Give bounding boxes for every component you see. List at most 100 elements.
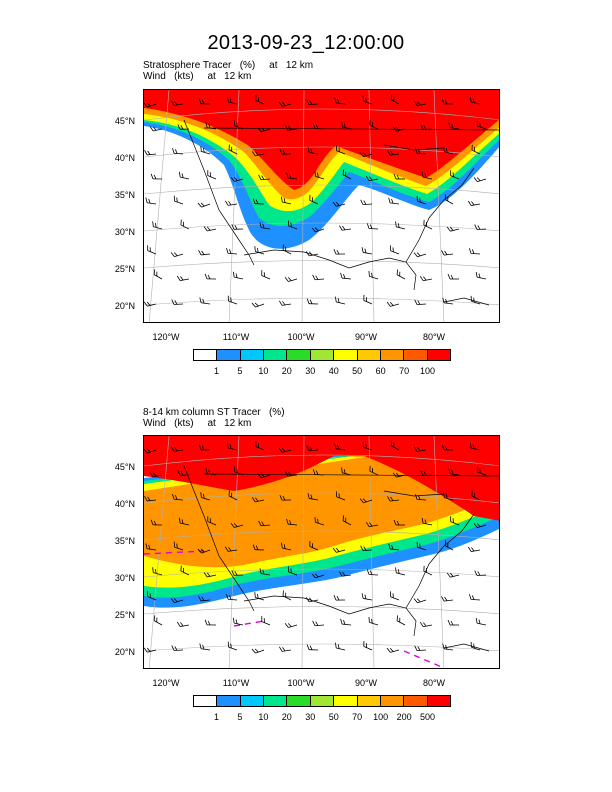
wind-barb xyxy=(362,441,373,451)
wind-barb xyxy=(396,269,406,280)
wind-barb xyxy=(387,150,400,156)
lon-label: 90°W xyxy=(354,678,378,688)
wind-barb xyxy=(312,620,325,627)
wind-barb xyxy=(259,222,271,230)
wind-barb xyxy=(392,126,406,132)
wind-barb xyxy=(471,144,481,155)
wind-barb xyxy=(366,223,379,230)
wind-barb xyxy=(414,494,427,501)
wind-barb xyxy=(421,517,433,526)
lat-label: 40°N xyxy=(114,499,135,509)
wind-barb xyxy=(416,195,427,205)
panel2-title: 8-14 km column ST Tracer (%) xyxy=(143,407,285,418)
wind-barb xyxy=(471,490,481,501)
wind-barb xyxy=(254,592,265,601)
wind-barb xyxy=(390,440,400,451)
wind-barb xyxy=(441,596,454,602)
colorbar-label: 100 xyxy=(373,712,389,722)
tracer-field-high xyxy=(144,436,499,491)
wind-barb xyxy=(178,171,190,180)
wind-barb xyxy=(177,124,190,130)
figure-title: 2013-09-23_12:00:00 xyxy=(207,32,405,54)
wind-barb xyxy=(392,472,406,478)
wind-barb xyxy=(152,567,163,576)
wind-barb xyxy=(342,169,352,180)
wind-barb xyxy=(231,570,244,576)
panel2-map-canvas xyxy=(144,436,499,668)
wind-barb xyxy=(368,270,379,280)
wind-barb xyxy=(441,250,454,256)
wind-barb xyxy=(413,446,427,452)
wind-barb xyxy=(286,172,298,180)
wind-barb xyxy=(366,569,379,576)
wind-barb xyxy=(386,301,400,307)
wind-barb xyxy=(255,440,265,451)
wind-barb xyxy=(474,224,487,230)
wind-barb xyxy=(232,271,244,280)
colorbar-box xyxy=(334,696,358,706)
colorbar-box xyxy=(334,350,358,360)
lon-label: 110°W xyxy=(222,332,250,342)
wind-barb xyxy=(200,492,211,501)
wind-barb xyxy=(423,565,433,576)
lon-label: 90°W xyxy=(354,332,378,342)
colorbar-box xyxy=(404,696,428,706)
wind-barb xyxy=(307,493,319,501)
wind-barb xyxy=(144,149,157,156)
wind-barb xyxy=(339,225,352,231)
panel2-subtitle: Wind (kts) at 12 km xyxy=(143,418,252,429)
wind-barb xyxy=(467,200,481,206)
colorbar-label: 50 xyxy=(352,366,363,376)
wind-barb xyxy=(227,96,238,105)
wind-barb xyxy=(443,492,454,501)
wind-barb xyxy=(470,295,481,305)
wind-barb xyxy=(207,170,217,180)
wind-barb xyxy=(414,148,427,155)
wind-barb xyxy=(473,177,487,183)
wind-barb xyxy=(153,615,163,626)
lat-label: 40°N xyxy=(114,153,135,163)
wind-barb xyxy=(359,152,373,158)
wind-barb xyxy=(198,249,211,256)
wind-barb xyxy=(207,516,217,526)
tracer-field-high-east xyxy=(364,456,499,521)
wind-barb xyxy=(413,100,427,106)
panel1-map xyxy=(143,89,500,323)
wind-barb xyxy=(469,442,481,451)
colorbar-box xyxy=(427,696,450,706)
wind-barb xyxy=(173,195,184,205)
wind-barb xyxy=(153,269,163,280)
colorbar-box xyxy=(264,350,288,360)
wind-barb xyxy=(172,493,184,501)
wind-barb xyxy=(204,619,217,626)
colorbar-label: 20 xyxy=(281,366,292,376)
wind-barb xyxy=(420,124,433,130)
wind-barb xyxy=(226,593,238,601)
wind-barb xyxy=(171,100,184,106)
wind-barb xyxy=(147,245,157,255)
wind-barb xyxy=(362,95,373,105)
wind-barb xyxy=(281,196,292,205)
wind-barb xyxy=(468,248,481,255)
wind-barb xyxy=(368,616,379,626)
wind-barb xyxy=(474,570,487,576)
wind-barb xyxy=(360,199,373,206)
wind-barb xyxy=(333,595,346,601)
wind-barb xyxy=(441,444,454,451)
lon-label: 110°W xyxy=(222,678,250,688)
wind-barb xyxy=(144,647,157,653)
wind-barb xyxy=(285,471,298,477)
wind-barb xyxy=(152,221,163,230)
colorbar-label: 5 xyxy=(237,366,243,376)
lon-label: 80°W xyxy=(422,678,446,688)
panel2-map xyxy=(143,435,500,669)
colorbar-box xyxy=(287,696,311,706)
wind-barb xyxy=(225,200,238,206)
wind-barb xyxy=(258,174,271,181)
colorbar-label: 500 xyxy=(420,712,436,722)
wind-barb xyxy=(312,123,325,130)
wind-barb xyxy=(286,518,298,526)
lat-label: 25°N xyxy=(114,610,135,620)
wind-barb xyxy=(205,122,217,130)
wind-barb xyxy=(309,540,319,551)
